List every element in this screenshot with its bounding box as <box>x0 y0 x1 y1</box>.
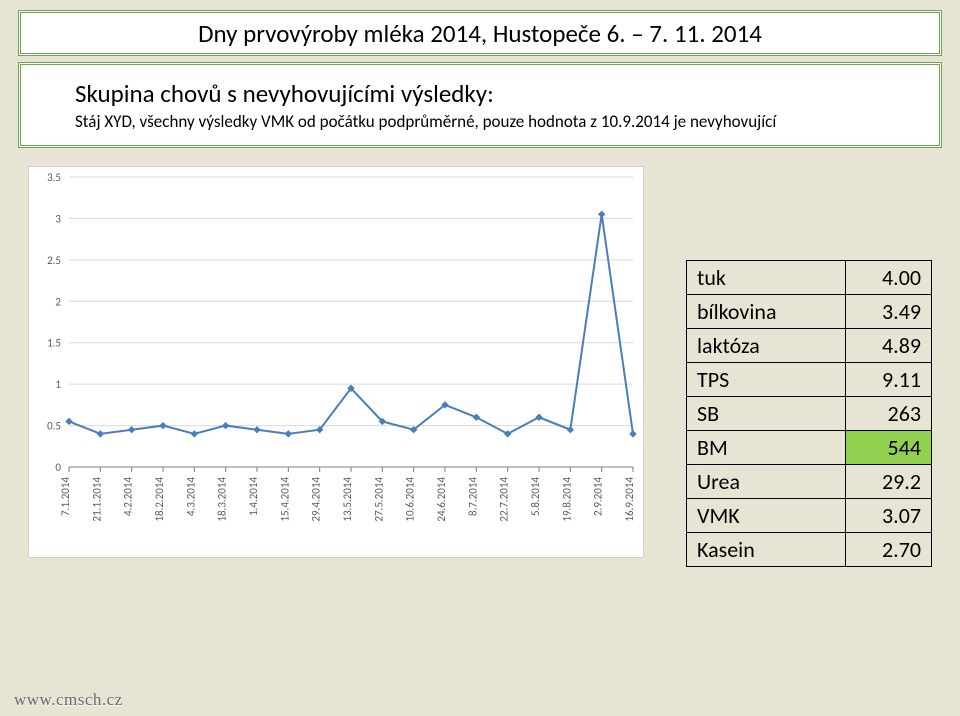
svg-text:13.5.2014: 13.5.2014 <box>341 477 354 522</box>
svg-text:22.7.2014: 22.7.2014 <box>498 477 511 522</box>
subheader-desc: Stáj XYD, všechny výsledky VMK od počátk… <box>75 111 885 132</box>
values-table: tuk4.00bílkovina3.49laktóza4.89TPS9.11SB… <box>686 260 932 567</box>
svg-text:3: 3 <box>55 212 61 225</box>
table-value: 3.49 <box>846 295 932 329</box>
svg-text:1: 1 <box>55 378 61 391</box>
svg-text:29.4.2014: 29.4.2014 <box>310 477 323 522</box>
svg-text:1.5: 1.5 <box>47 337 61 350</box>
table-row: tuk4.00 <box>687 261 932 295</box>
svg-text:24.6.2014: 24.6.2014 <box>435 477 448 522</box>
table-label: Kasein <box>687 533 846 567</box>
svg-text:0.5: 0.5 <box>47 420 61 433</box>
svg-text:2: 2 <box>55 295 61 308</box>
table-value: 263 <box>846 397 932 431</box>
svg-text:10.6.2014: 10.6.2014 <box>404 477 417 522</box>
table-row: SB263 <box>687 397 932 431</box>
table-label: laktóza <box>687 329 846 363</box>
table-row: laktóza4.89 <box>687 329 932 363</box>
svg-text:2.5: 2.5 <box>47 254 61 267</box>
table-label: tuk <box>687 261 846 295</box>
table-value: 4.00 <box>846 261 932 295</box>
table-row: Urea29.2 <box>687 465 932 499</box>
table-row: VMK3.07 <box>687 499 932 533</box>
table-label: BM <box>687 431 846 465</box>
table-row: BM544 <box>687 431 932 465</box>
svg-text:5.8.2014: 5.8.2014 <box>529 477 542 516</box>
table-label: SB <box>687 397 846 431</box>
table-label: VMK <box>687 499 846 533</box>
svg-text:15.4.2014: 15.4.2014 <box>278 477 291 522</box>
svg-text:7.1.2014: 7.1.2014 <box>59 477 72 516</box>
svg-text:8.7.2014: 8.7.2014 <box>466 477 479 516</box>
line-chart: 0 0.5 1 1.5 2 2.5 3 3.5 7.1.2014 21.1.2014 4.2.201… <box>28 166 644 558</box>
table-label: Urea <box>687 465 846 499</box>
chart-svg: 0 0.5 1 1.5 2 2.5 3 3.5 7.1.2014 21.1.2014 4.2.201… <box>29 167 643 557</box>
table-value: 29.2 <box>846 465 932 499</box>
table-row: TPS9.11 <box>687 363 932 397</box>
svg-text:4.2.2014: 4.2.2014 <box>122 477 135 516</box>
table-value: 544 <box>846 431 932 465</box>
table-value: 4.89 <box>846 329 932 363</box>
table-row: Kasein2.70 <box>687 533 932 567</box>
svg-text:19.8.2014: 19.8.2014 <box>560 477 573 522</box>
subheader-title: Skupina chovů s nevyhovujícími výsledky: <box>75 78 885 109</box>
table-value: 3.07 <box>846 499 932 533</box>
svg-text:18.2.2014: 18.2.2014 <box>153 477 166 522</box>
svg-text:21.1.2014: 21.1.2014 <box>90 477 103 522</box>
svg-text:18.3.2014: 18.3.2014 <box>216 477 229 522</box>
table-row: bílkovina3.49 <box>687 295 932 329</box>
footer-url: www.cmsch.cz <box>14 690 123 710</box>
subheader-box: Skupina chovů s nevyhovujícími výsledky:… <box>18 62 942 148</box>
page-title: Dny prvovýroby mléka 2014, Hustopeče 6. … <box>198 18 762 49</box>
table-value: 9.11 <box>846 363 932 397</box>
svg-text:1.4.2014: 1.4.2014 <box>247 477 260 516</box>
svg-text:3.5: 3.5 <box>47 171 61 184</box>
svg-text:27.5.2014: 27.5.2014 <box>372 477 385 522</box>
svg-text:2.9.2014: 2.9.2014 <box>592 477 605 516</box>
svg-text:16.9.2014: 16.9.2014 <box>623 477 636 522</box>
table-label: bílkovina <box>687 295 846 329</box>
svg-text:4.3.2014: 4.3.2014 <box>184 477 197 516</box>
svg-text:0: 0 <box>55 461 61 474</box>
table-label: TPS <box>687 363 846 397</box>
table-value: 2.70 <box>846 533 932 567</box>
header-box: Dny prvovýroby mléka 2014, Hustopeče 6. … <box>18 10 942 56</box>
